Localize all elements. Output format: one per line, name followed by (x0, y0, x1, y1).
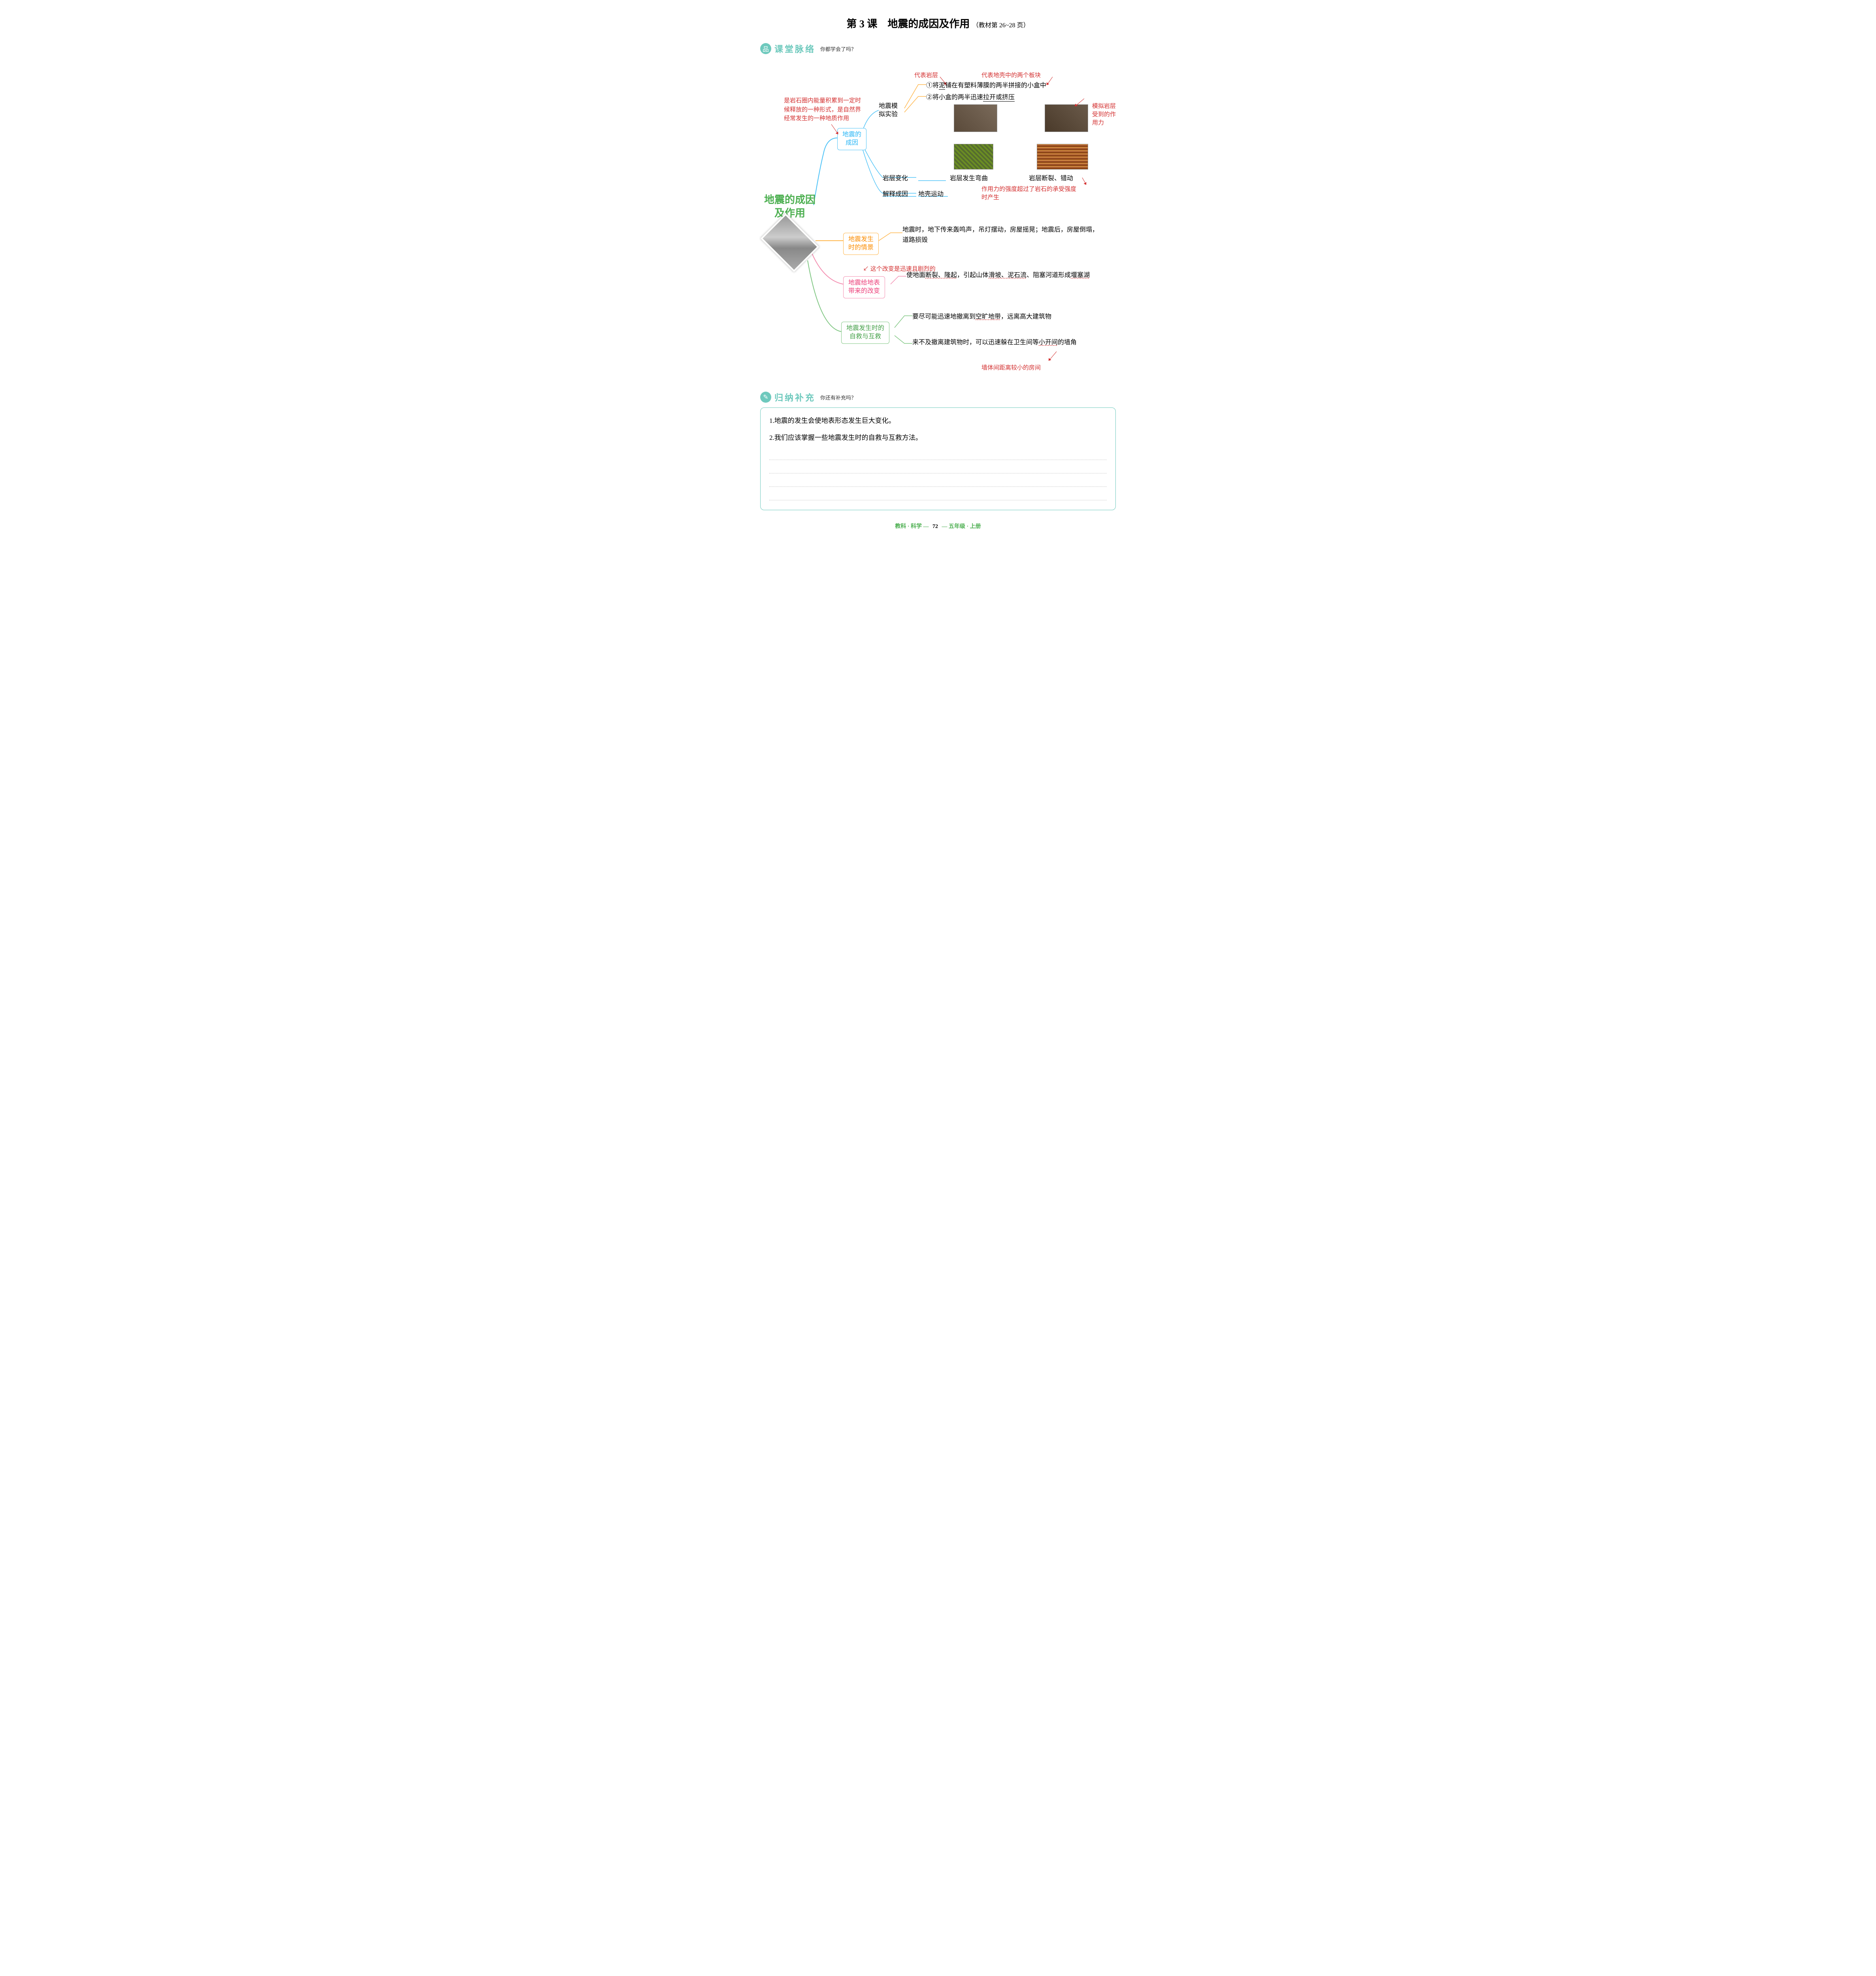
sub3-note: 作用力的强度超过了岩石的承受强度时产生 (981, 185, 1076, 202)
summary-section-title: 归纳补充 (774, 391, 816, 403)
blank-line (769, 489, 1107, 500)
branch4-note: 墙体间距离较小的房间 (981, 363, 1041, 373)
lesson-title: 第 3 课 地震的成因及作用 （教材第 26~28 页） (760, 16, 1116, 30)
photo-rock-bend (954, 144, 993, 170)
step2-text: ②将小盒的两半迅速拉开或挤压 (926, 92, 1015, 103)
branch2-node: 地震发生时的情景 (843, 233, 879, 255)
root-title: 地震的成因 及作用 (760, 193, 819, 220)
branch3-key1: 断裂、隆起 (925, 272, 957, 279)
blank-line (769, 476, 1107, 487)
branch4-label: 地震发生时的自救与互救 (846, 325, 884, 340)
sub3-label: 解释成因 (883, 189, 908, 200)
branch1-node: 地震的成因 (837, 128, 866, 150)
page-footer: 教科 · 科学 — 72 — 五年级 · 上册 (760, 522, 1116, 530)
branch4-text1-key: 空旷地带 (976, 313, 1001, 320)
root-image (761, 213, 819, 272)
lesson-name: 地震的成因及作用 (887, 18, 970, 30)
page-reference: （教材第 26~28 页） (972, 22, 1030, 29)
photo-mud-1 (954, 104, 997, 132)
photo-mud-2 (1045, 104, 1088, 132)
step2-prefix: ②将小盒的两半迅速 (926, 94, 983, 101)
step1-mud: 泥 (939, 82, 945, 90)
mindmap-section-title: 课堂脉络 (774, 42, 816, 55)
summary-icon: ✎ (760, 392, 771, 403)
summary-item-1: 1.地震的发生会使地表形态发生巨大变化。 (769, 415, 1107, 425)
blank-line (769, 462, 1107, 473)
branch3-key3: 堰塞湖 (1071, 272, 1090, 279)
branch4-node: 地震发生时的自救与互救 (841, 322, 889, 344)
branch3-text: 使地面断裂、隆起，引起山体滑坡、泥石流、阻塞河道形成堰塞湖 (906, 270, 1096, 281)
arrow-break (1082, 177, 1087, 185)
step2-note: 模拟岩层受到的作用力 (1092, 102, 1116, 127)
mindmap-container: 地震的成因 及作用 地震的成因 是岩石圈内能量积累到一定时候释放的一种形式，是自… (760, 59, 1116, 383)
branch2-label: 地震发生时的情景 (848, 236, 874, 251)
step1-prefix: ①将 (926, 82, 939, 89)
sub2-text1: 岩层发生弯曲 (950, 173, 988, 184)
footer-left: 教科 · 科学 (895, 524, 922, 530)
branch3-key2: 滑坡、泥石流 (989, 272, 1027, 279)
branch4-text2: 来不及撤离建筑物时，可以迅速躲在卫生间等小开间的墙角 (912, 338, 1110, 348)
step1-text: ①将泥铺在有塑料薄膜的两半拼接的小盒中 (926, 81, 1046, 91)
root-line1: 地震的成因 (760, 193, 819, 207)
step1-rest: 铺在有塑料薄膜的两半拼接的小盒中 (945, 82, 1046, 89)
branch3-node: 地震给地表带来的改变 (843, 276, 885, 298)
blank-line (769, 449, 1107, 460)
branch4-text1: 要尽可能迅速地撤离到空旷地带，远离高大建筑物 (912, 312, 1110, 322)
lesson-number: 第 3 课 (846, 18, 877, 30)
sub2-label: 岩层变化 (883, 173, 908, 184)
summary-item-2: 2.我们应该掌握一些地震发生时的自救与互救方法。 (769, 432, 1107, 442)
branch2-text: 地震时，地下传来轰鸣声，吊灯摆动，房屋摇晃；地震后，房屋倒塌，道路损毁 (902, 225, 1100, 245)
branch4-text2-key: 小开间 (1039, 339, 1058, 346)
step2-action: 拉开或挤压 (983, 94, 1015, 102)
arrow-plates (1047, 77, 1053, 85)
mindmap-icon: 品 (760, 43, 771, 54)
sub2-text2: 岩层断裂、错动 (1029, 173, 1073, 184)
summary-box: 1.地震的发生会使地表形态发生巨大变化。 2.我们应该掌握一些地震发生时的自救与… (760, 407, 1116, 510)
sub3-text: 地壳运动 (918, 189, 944, 200)
arrow-room-note (1049, 351, 1057, 361)
sub1-label: 地震模拟实验 (879, 102, 898, 119)
photo-rock-break (1037, 144, 1088, 170)
branch1-label: 地震的成因 (842, 131, 861, 146)
summary-prompt: 你还有补充吗？ (820, 394, 856, 401)
step1-note-right: 代表地壳中的两个板块 (981, 71, 1041, 80)
section-header-mindmap: 品 课堂脉络 你都学会了吗？ (760, 42, 1116, 55)
mindmap-prompt: 你都学会了吗？ (820, 45, 856, 53)
branch3-label: 地震给地表带来的改变 (848, 279, 880, 294)
step1-note-left: 代表岩层 (914, 71, 938, 80)
page-number: 72 (932, 524, 938, 530)
section-header-summary: ✎ 归纳补充 你还有补充吗？ (760, 391, 1116, 403)
branch1-annotation: 是岩石圈内能量积累到一定时候释放的一种形式，是自然界经常发生的一种地质作用 (784, 96, 863, 123)
footer-right: 五年级 · 上册 (949, 524, 981, 530)
